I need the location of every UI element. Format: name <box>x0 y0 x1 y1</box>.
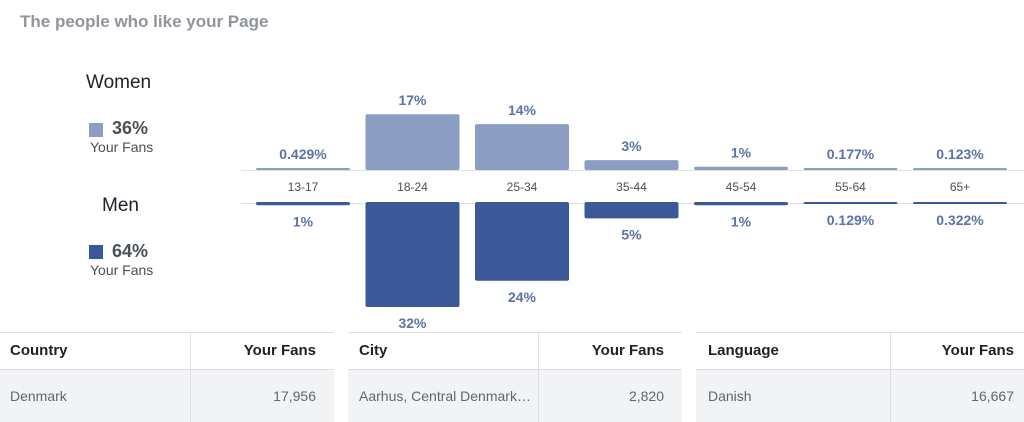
label-women-45-54: 1% <box>731 145 752 161</box>
bar-women-55-64[interactable] <box>803 168 898 170</box>
language-header[interactable]: Language <box>708 342 779 359</box>
label-men-13-17: 1% <box>293 213 314 229</box>
bar-women-35-44[interactable] <box>584 160 679 170</box>
label-men-25-34: 24% <box>508 289 537 305</box>
legend-women-sub: Your Fans <box>90 139 154 155</box>
label-women-13-17: 0.429% <box>279 146 327 162</box>
country-name: Denmark <box>10 388 67 404</box>
tick-13-17: 13-17 <box>288 180 319 194</box>
label-men-65-plus: 0.322% <box>936 212 984 228</box>
country-header[interactable]: Country <box>10 342 68 359</box>
legend-men-percent: 64% <box>112 241 149 261</box>
label-men-55-64: 0.129% <box>827 212 875 228</box>
label-women-65-plus: 0.123% <box>936 146 984 162</box>
bar-women-25-34[interactable] <box>475 124 569 170</box>
country-table: Country Your Fans Denmark 17,956 <box>0 332 334 422</box>
city-name: Aarhus, Central Denmark Region <box>359 388 531 404</box>
age-gender-chart: 0.429% 1% 13-17 17% 32% 18-24 14% 24% 25-34 3% 5% 3… <box>256 92 1007 331</box>
bar-men-25-34[interactable] <box>475 202 569 281</box>
country-fans-header[interactable]: Your Fans <box>243 342 316 359</box>
city-table: City Your Fans Aarhus, Central Denmark R… <box>348 332 682 422</box>
legend-men-sub: Your Fans <box>90 262 154 278</box>
city-fans-header[interactable]: Your Fans <box>591 342 664 359</box>
tick-45-54: 45-54 <box>726 180 757 194</box>
age-axis-band <box>241 170 1024 204</box>
label-men-35-44: 5% <box>621 226 642 242</box>
bar-men-65-plus[interactable] <box>913 202 1007 204</box>
bar-women-65-plus[interactable] <box>913 168 1007 170</box>
label-women-18-24: 17% <box>398 92 427 108</box>
bar-women-45-54[interactable] <box>694 166 788 170</box>
bar-women-13-17[interactable] <box>256 168 350 170</box>
tick-35-44: 35-44 <box>616 180 647 194</box>
legend-women-swatch <box>89 123 103 137</box>
bar-men-35-44[interactable] <box>584 202 679 219</box>
tick-55-64: 55-64 <box>835 180 866 194</box>
bar-women-18-24[interactable] <box>365 114 460 170</box>
language-fans-header[interactable]: Your Fans <box>941 342 1014 359</box>
bar-men-55-64[interactable] <box>803 202 898 204</box>
label-men-18-24: 32% <box>398 315 427 331</box>
tick-25-34: 25-34 <box>507 180 538 194</box>
label-women-55-64: 0.177% <box>827 146 875 162</box>
city-fans: 2,820 <box>628 388 664 404</box>
legend-women-percent: 36% <box>112 118 149 138</box>
tick-18-24: 18-24 <box>397 180 428 194</box>
bar-men-45-54[interactable] <box>694 202 788 206</box>
tick-65-plus: 65+ <box>950 180 970 194</box>
label-women-35-44: 3% <box>621 138 642 154</box>
language-name: Danish <box>708 388 752 404</box>
label-women-25-34: 14% <box>508 102 537 118</box>
country-fans: 17,956 <box>273 388 316 404</box>
label-men-45-54: 1% <box>731 213 752 229</box>
bar-men-13-17[interactable] <box>256 202 350 206</box>
bar-men-18-24[interactable] <box>365 202 460 307</box>
legend-women-heading: Women <box>86 72 152 93</box>
page-title: The people who like your Page <box>20 12 269 31</box>
legend-men-heading: Men <box>102 195 139 216</box>
city-header[interactable]: City <box>359 342 388 359</box>
fan-tables: Country Your Fans Denmark 17,956 City Yo… <box>0 332 1024 422</box>
language-table: Language Your Fans Danish 16,667 <box>696 332 1024 422</box>
language-fans: 16,667 <box>971 388 1014 404</box>
legend-men-swatch <box>89 245 103 259</box>
